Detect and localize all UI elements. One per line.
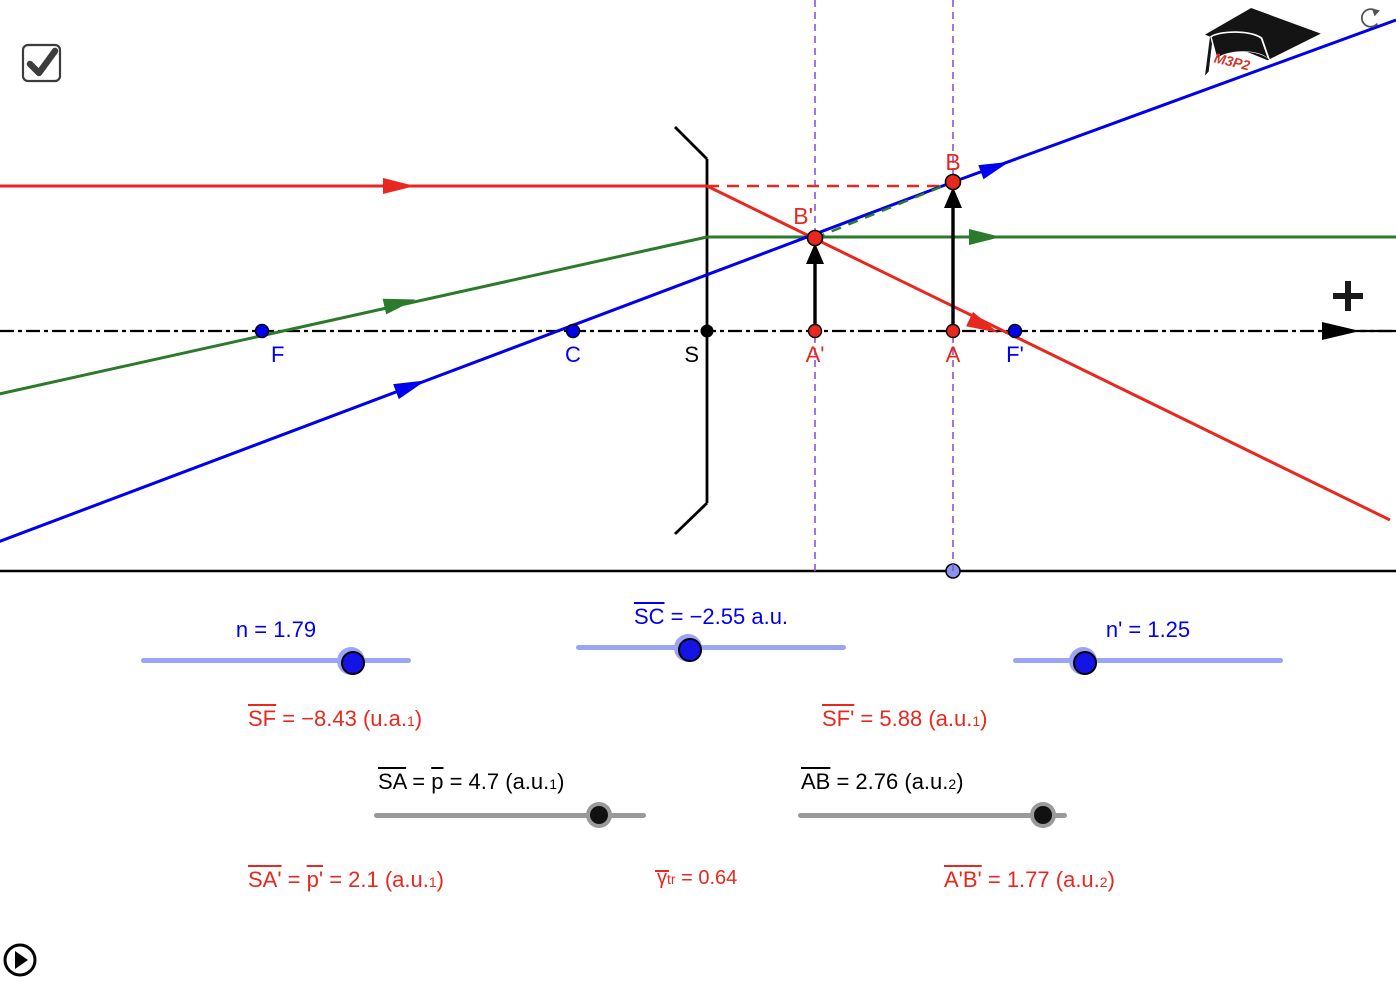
svg-text:F: F — [271, 342, 284, 367]
svg-text:C: C — [565, 342, 581, 367]
svg-text:B: B — [945, 149, 960, 175]
svg-text:A': A' — [806, 342, 825, 367]
svg-text:M3P2: M3P2 — [1213, 50, 1252, 74]
svg-text:A: A — [946, 342, 961, 367]
svg-text:B': B' — [793, 203, 813, 229]
svg-text:S: S — [684, 342, 699, 367]
svg-text:F': F' — [1006, 342, 1024, 367]
